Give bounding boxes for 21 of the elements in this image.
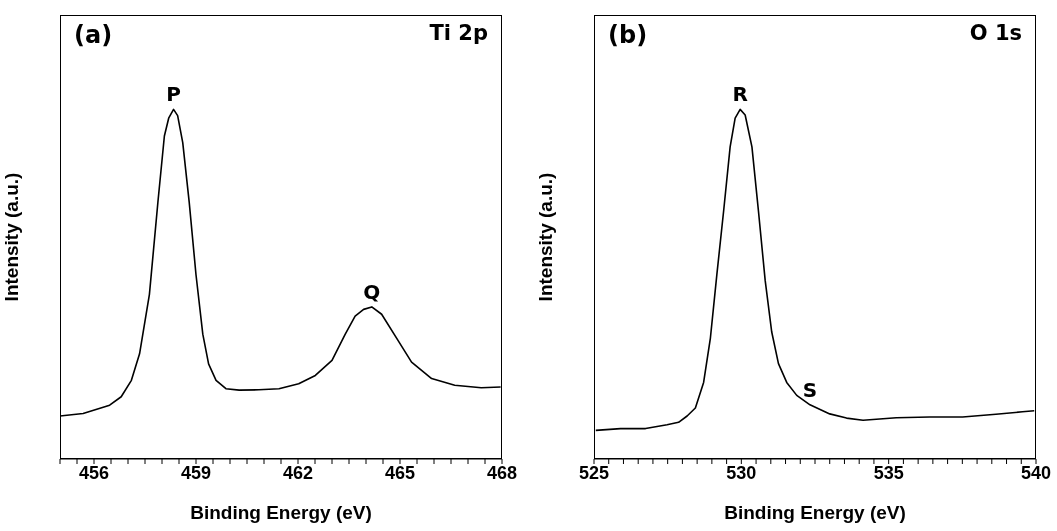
text: Ti 2p bbox=[429, 21, 488, 45]
x-tick-label: 459 bbox=[180, 462, 212, 483]
annotation: R bbox=[732, 82, 748, 107]
y-axis-title: Intensity (a.u.) bbox=[1, 172, 23, 302]
x-tick-label: 530 bbox=[726, 462, 757, 483]
x-tick-label: 465 bbox=[384, 462, 416, 483]
x-axis-title: Binding Energy (eV) bbox=[724, 502, 906, 523]
text: (a) bbox=[74, 21, 113, 49]
x-tick-label: 456 bbox=[78, 462, 110, 483]
annotation: Q bbox=[363, 279, 381, 304]
x-tick-label: 535 bbox=[873, 462, 904, 483]
y-axis-title: Intensity (a.u.) bbox=[535, 172, 557, 302]
annotation: S bbox=[802, 377, 818, 402]
text: O 1s bbox=[969, 21, 1022, 45]
x-tick-label: 540 bbox=[1020, 462, 1052, 483]
x-tick-label: 525 bbox=[578, 462, 610, 483]
annotation: P bbox=[166, 82, 181, 107]
x-tick-label: 468 bbox=[486, 462, 518, 483]
text: (b) bbox=[608, 21, 648, 49]
x-tick-label: 462 bbox=[282, 462, 314, 483]
x-axis-title: Binding Energy (eV) bbox=[190, 502, 372, 523]
